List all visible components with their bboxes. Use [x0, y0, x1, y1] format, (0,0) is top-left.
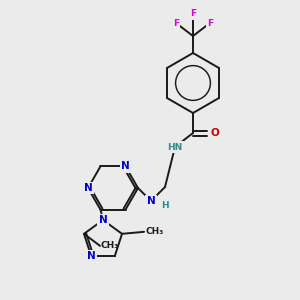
Text: H: H	[161, 202, 169, 211]
Text: HN: HN	[167, 142, 183, 152]
Text: N: N	[84, 183, 92, 193]
Text: N: N	[87, 251, 96, 261]
Text: N: N	[121, 161, 130, 171]
Text: N: N	[99, 215, 107, 225]
Text: F: F	[207, 19, 213, 28]
Text: CH₃: CH₃	[145, 227, 163, 236]
Text: CH₃: CH₃	[101, 241, 119, 250]
Text: F: F	[173, 19, 179, 28]
Text: F: F	[190, 10, 196, 19]
Text: N: N	[147, 196, 155, 206]
Text: O: O	[211, 128, 219, 138]
